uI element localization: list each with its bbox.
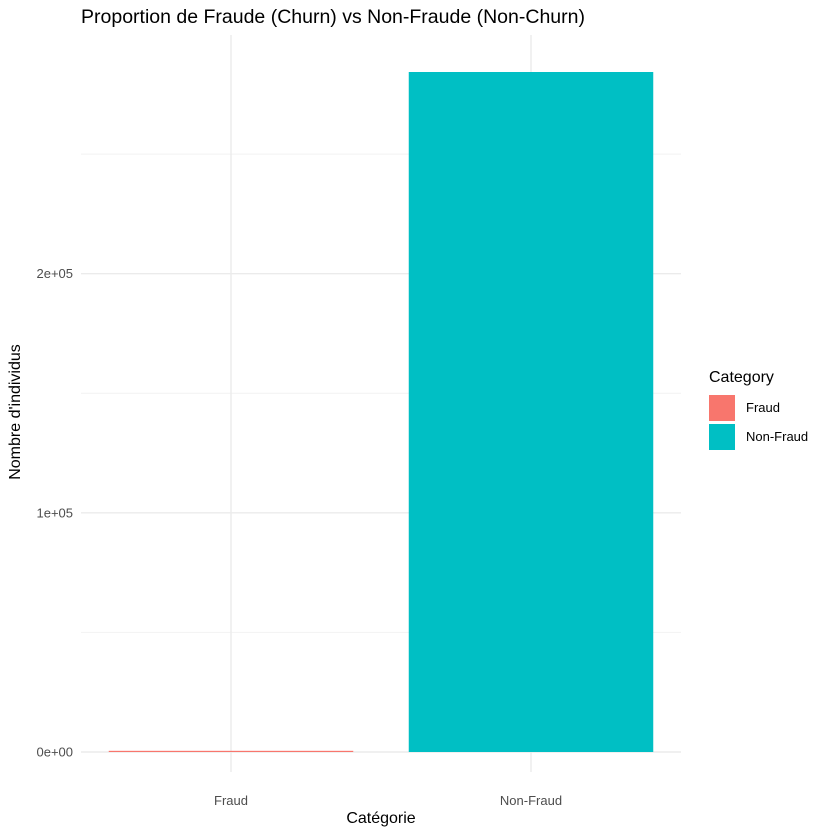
x-tick-label: Fraud <box>214 793 248 808</box>
legend-label-non-fraud: Non-Fraud <box>746 429 809 444</box>
legend-swatch-non-fraud <box>709 423 735 450</box>
y-tick-label: 0e+00 <box>36 745 73 760</box>
legend-item-non-fraud: Non-Fraud <box>709 422 808 451</box>
x-tick-label: Non-Fraud <box>500 793 562 808</box>
legend-item-fraud: Fraud <box>709 393 808 422</box>
legend-swatch-fraud <box>709 394 735 421</box>
y-tick-label: 1e+05 <box>36 505 73 520</box>
x-axis-label: Catégorie <box>346 810 416 827</box>
bar-fraud <box>108 750 354 752</box>
y-tick-label: 2e+05 <box>36 266 73 281</box>
legend: Category Fraud Non-Fraud <box>709 369 808 451</box>
legend-label-fraud: Fraud <box>746 400 780 415</box>
chart-title: Proportion de Fraude (Churn) vs Non-Frau… <box>81 6 585 28</box>
legend-title: Category <box>709 369 774 386</box>
bar-non-fraud <box>408 72 654 752</box>
y-axis-label: Nombre d'individus <box>7 344 24 480</box>
